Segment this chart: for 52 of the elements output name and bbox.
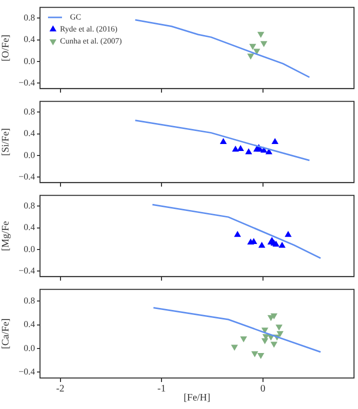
point xyxy=(231,344,238,351)
point xyxy=(260,41,268,48)
y-tick-label: 0.0 xyxy=(24,56,36,66)
legend-label: GC xyxy=(70,12,82,22)
y-tick-label: 0.0 xyxy=(24,150,36,160)
point xyxy=(276,324,283,331)
point xyxy=(251,351,258,358)
y-axis-title: [Mg/Fe xyxy=(0,220,12,251)
point xyxy=(265,148,272,154)
x-tick-label: -2 xyxy=(56,384,64,395)
point xyxy=(270,342,278,348)
y-tick-label: −0.4 xyxy=(18,78,36,88)
x-tick-label: -1 xyxy=(157,384,166,395)
y-tick-label: 0.8 xyxy=(24,106,36,117)
legend-label: Ryde et al. (2016) xyxy=(60,24,118,34)
x-tick-label: 0 xyxy=(260,384,266,395)
point xyxy=(249,44,256,50)
point xyxy=(237,145,244,152)
point xyxy=(240,336,248,342)
y-tick-label: 0.4 xyxy=(24,128,36,138)
y-tick-label: 0.4 xyxy=(24,319,36,330)
point xyxy=(220,138,227,144)
point xyxy=(272,138,278,144)
y-tick-label: −0.4 xyxy=(18,266,36,276)
y-axis-title: [Si/Fe] xyxy=(0,128,12,156)
point xyxy=(257,352,264,359)
y-tick-label: −0.4 xyxy=(18,172,36,182)
point xyxy=(284,230,292,237)
y-tick-label: 0.0 xyxy=(24,342,36,353)
y-tick-label: 0.0 xyxy=(24,244,36,254)
point xyxy=(261,338,268,344)
y-tick-label: 0.4 xyxy=(24,34,36,44)
x-axis-title: [Fe/H] xyxy=(184,392,210,404)
legend-label: Cunha et al. (2007) xyxy=(60,36,122,46)
y-tick-label: 0.4 xyxy=(24,222,36,232)
point xyxy=(258,242,266,248)
point xyxy=(232,146,239,152)
y-tick-label: 0.8 xyxy=(24,296,36,306)
y-tick-label: −0.4 xyxy=(18,366,36,376)
point xyxy=(247,54,254,60)
point xyxy=(261,328,268,334)
point xyxy=(253,48,260,55)
y-axis-title: [Ca/Fe] xyxy=(0,318,12,349)
y-tick-label: 0.8 xyxy=(24,12,36,23)
point xyxy=(234,230,241,237)
point xyxy=(276,331,284,338)
y-axis-title: [O/Fe] xyxy=(0,34,12,62)
y-tick-label: 0.8 xyxy=(24,200,36,211)
point xyxy=(257,32,264,38)
point xyxy=(270,313,278,320)
point xyxy=(278,242,286,248)
point xyxy=(245,148,252,154)
